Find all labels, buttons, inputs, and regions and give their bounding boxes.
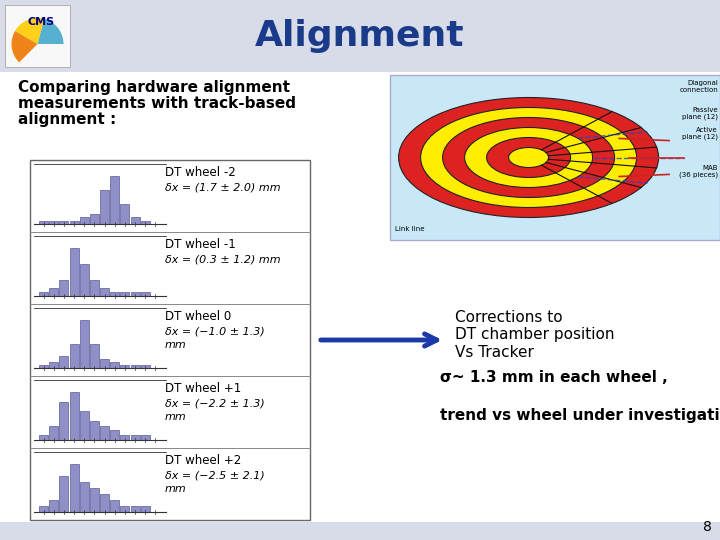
- Bar: [140, 435, 150, 440]
- Bar: [80, 217, 89, 224]
- Text: δx = (−2.2 ± 1.3): δx = (−2.2 ± 1.3): [165, 398, 265, 408]
- Bar: [49, 221, 58, 224]
- Bar: [130, 365, 140, 368]
- Bar: [120, 365, 130, 368]
- Text: Corrections to
DT chamber position
Vs Tracker: Corrections to DT chamber position Vs Tr…: [455, 310, 614, 360]
- Bar: [60, 221, 68, 224]
- Bar: [60, 402, 68, 440]
- Bar: [39, 506, 48, 512]
- Bar: [70, 221, 78, 224]
- Bar: [49, 500, 58, 512]
- Bar: [120, 506, 130, 512]
- Text: δx = (1.7 ± 2.0) mm: δx = (1.7 ± 2.0) mm: [165, 182, 281, 192]
- Ellipse shape: [443, 118, 615, 198]
- Text: CMS: CMS: [28, 17, 55, 27]
- Bar: [110, 362, 120, 368]
- Text: Diagonal
connection: Diagonal connection: [679, 80, 718, 93]
- Bar: [120, 435, 130, 440]
- Ellipse shape: [399, 98, 659, 218]
- Text: δx = (−2.5 ± 2.1): δx = (−2.5 ± 2.1): [165, 470, 265, 480]
- Text: Link line: Link line: [395, 226, 425, 232]
- Bar: [5, 5, 70, 67]
- Bar: [100, 288, 109, 296]
- Bar: [49, 362, 58, 368]
- Bar: [80, 320, 89, 368]
- Bar: [140, 292, 150, 296]
- Text: Active
plane (12): Active plane (12): [682, 127, 718, 140]
- Bar: [100, 190, 109, 224]
- Bar: [39, 221, 48, 224]
- Bar: [30, 160, 310, 520]
- Bar: [90, 280, 99, 296]
- Text: DT wheel +1: DT wheel +1: [165, 382, 241, 395]
- Bar: [130, 506, 140, 512]
- Text: δx = (−1.0 ± 1.3): δx = (−1.0 ± 1.3): [165, 326, 265, 336]
- Text: mm: mm: [165, 412, 186, 422]
- Bar: [70, 393, 78, 440]
- Bar: [110, 430, 120, 440]
- Bar: [90, 421, 99, 440]
- Bar: [140, 221, 150, 224]
- Ellipse shape: [420, 107, 636, 207]
- Bar: [110, 500, 120, 512]
- Text: DT wheel -2: DT wheel -2: [165, 166, 235, 179]
- Bar: [130, 292, 140, 296]
- Bar: [130, 435, 140, 440]
- Bar: [110, 177, 120, 224]
- Bar: [39, 435, 48, 440]
- Wedge shape: [15, 18, 44, 44]
- Text: Passive
plane (12): Passive plane (12): [682, 107, 718, 120]
- Bar: [70, 248, 78, 296]
- Bar: [39, 292, 48, 296]
- Wedge shape: [12, 31, 37, 63]
- Bar: [70, 464, 78, 512]
- Bar: [100, 426, 109, 440]
- Bar: [0, 0, 720, 72]
- Bar: [130, 217, 140, 224]
- Bar: [90, 214, 99, 224]
- Bar: [90, 488, 99, 512]
- Text: mm: mm: [165, 484, 186, 494]
- Bar: [80, 482, 89, 512]
- Text: measurements with track-based: measurements with track-based: [18, 96, 296, 111]
- Text: σ~ 1.3 mm in each wheel ,: σ~ 1.3 mm in each wheel ,: [440, 370, 667, 385]
- Text: mm: mm: [165, 340, 186, 350]
- Text: DT wheel 0: DT wheel 0: [165, 310, 231, 323]
- Bar: [120, 292, 130, 296]
- Text: 8: 8: [703, 520, 712, 534]
- Text: MAB
(36 pieces): MAB (36 pieces): [679, 165, 718, 179]
- Ellipse shape: [464, 127, 593, 187]
- Bar: [100, 359, 109, 368]
- Text: Comparing hardware alignment: Comparing hardware alignment: [18, 80, 290, 95]
- Bar: [90, 344, 99, 368]
- Text: DT wheel -1: DT wheel -1: [165, 238, 235, 251]
- Bar: [49, 288, 58, 296]
- Bar: [140, 365, 150, 368]
- Bar: [39, 365, 48, 368]
- Bar: [0, 522, 720, 540]
- Bar: [390, 75, 720, 240]
- Bar: [49, 426, 58, 440]
- Ellipse shape: [487, 138, 571, 178]
- Text: Alignment: Alignment: [255, 19, 465, 53]
- Ellipse shape: [508, 147, 549, 167]
- Bar: [70, 344, 78, 368]
- Bar: [60, 280, 68, 296]
- Bar: [60, 476, 68, 512]
- Text: DT wheel +2: DT wheel +2: [165, 454, 241, 467]
- Bar: [120, 204, 130, 224]
- Text: δx = (0.3 ± 1.2) mm: δx = (0.3 ± 1.2) mm: [165, 254, 281, 264]
- Bar: [100, 494, 109, 512]
- Text: trend vs wheel under investigation: trend vs wheel under investigation: [440, 408, 720, 423]
- Bar: [80, 264, 89, 296]
- Bar: [140, 506, 150, 512]
- Text: alignment :: alignment :: [18, 112, 116, 127]
- Bar: [110, 292, 120, 296]
- Bar: [60, 356, 68, 368]
- Wedge shape: [37, 19, 63, 44]
- Bar: [80, 411, 89, 440]
